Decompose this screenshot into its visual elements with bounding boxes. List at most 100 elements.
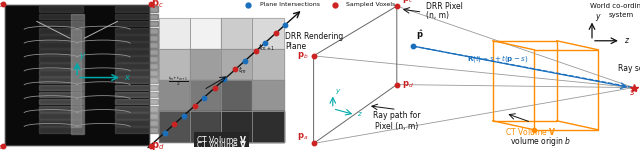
Bar <box>252 18 284 49</box>
Text: $y$: $y$ <box>335 87 342 96</box>
Bar <box>159 80 190 111</box>
Bar <box>221 80 252 111</box>
Bar <box>115 85 159 90</box>
Bar <box>40 6 83 12</box>
Text: $y$: $y$ <box>79 51 86 62</box>
Bar <box>40 85 83 90</box>
Bar <box>190 80 221 111</box>
Bar <box>252 111 284 142</box>
Bar <box>190 49 221 80</box>
Bar <box>159 18 190 49</box>
Bar <box>70 14 83 134</box>
Bar <box>115 56 159 62</box>
Bar <box>190 111 221 142</box>
Bar <box>221 111 284 142</box>
Bar <box>5 5 149 145</box>
Text: $\mathbf{p}_d$: $\mathbf{p}_d$ <box>151 140 164 151</box>
Bar <box>221 49 252 80</box>
Text: $t_m$: $t_m$ <box>239 65 247 76</box>
Text: $z$: $z$ <box>357 109 363 117</box>
Text: CT Volume $\mathbf{V}$: CT Volume $\mathbf{V}$ <box>196 134 247 145</box>
Bar <box>40 28 83 34</box>
Text: Ray source: Ray source <box>618 64 640 73</box>
Text: $x$: $x$ <box>124 73 132 82</box>
Bar <box>40 35 83 41</box>
Bar <box>159 111 190 142</box>
Text: $\mathbf{p}_d$: $\mathbf{p}_d$ <box>402 79 413 90</box>
Text: DRR Pixel: DRR Pixel <box>426 2 463 11</box>
Bar <box>190 49 221 80</box>
Bar <box>252 49 284 80</box>
Bar <box>159 80 190 111</box>
Bar <box>115 63 159 69</box>
Bar <box>252 18 284 49</box>
Bar <box>221 111 252 142</box>
Text: $\mathbf{p}_b$: $\mathbf{p}_b$ <box>0 0 3 10</box>
Text: $\mathbf{p}_c$: $\mathbf{p}_c$ <box>402 0 413 5</box>
Bar <box>115 113 159 119</box>
Bar <box>115 49 159 55</box>
Bar <box>115 92 159 97</box>
Text: Plane: Plane <box>285 42 306 51</box>
Bar <box>40 92 83 97</box>
Text: $z$: $z$ <box>624 36 630 45</box>
Bar <box>221 111 252 142</box>
Bar <box>115 99 159 104</box>
Bar <box>115 42 159 48</box>
Bar <box>221 18 252 49</box>
Text: $\mathbf{R}(t) = s + t(\mathbf{p} - s)$: $\mathbf{R}(t) = s + t(\mathbf{p} - s)$ <box>467 53 529 64</box>
Bar <box>115 35 159 41</box>
Bar <box>115 70 159 76</box>
Bar <box>190 18 221 49</box>
Bar <box>115 120 159 126</box>
Bar <box>221 80 252 111</box>
Text: volume origin $b$: volume origin $b$ <box>510 135 572 148</box>
Bar <box>221 18 252 49</box>
Bar <box>252 111 284 142</box>
Text: CT Volume $\mathbf{V}$: CT Volume $\mathbf{V}$ <box>506 126 557 137</box>
Bar <box>40 56 83 62</box>
Text: $\mathbf{p}_b$: $\mathbf{p}_b$ <box>297 50 308 61</box>
Bar <box>190 111 221 142</box>
Bar <box>40 49 83 55</box>
Bar <box>40 77 83 83</box>
Bar <box>40 21 83 26</box>
Bar <box>115 14 159 19</box>
Text: $\mathbf{\hat{p}}$: $\mathbf{\hat{p}}$ <box>416 29 424 42</box>
Bar <box>72 29 81 127</box>
Bar <box>252 80 284 111</box>
Text: (n, m): (n, m) <box>426 11 449 20</box>
Bar <box>115 6 159 12</box>
Text: Plane Intersections: Plane Intersections <box>260 2 320 7</box>
Bar <box>252 49 284 80</box>
Text: Sampled Voxels: Sampled Voxels <box>346 2 396 7</box>
Bar <box>40 120 83 126</box>
Bar <box>115 127 159 133</box>
Text: system: system <box>608 12 634 18</box>
Bar <box>221 49 252 80</box>
Bar <box>115 21 159 26</box>
Text: $s$: $s$ <box>629 88 636 97</box>
Bar <box>40 99 83 104</box>
Bar <box>40 63 83 69</box>
Text: $\frac{t_m{+}t_{m+1}}{2}$: $\frac{t_m{+}t_{m+1}}{2}$ <box>168 76 189 88</box>
Text: DRR Rendering: DRR Rendering <box>285 32 343 41</box>
Text: $t_{m+1}$: $t_{m+1}$ <box>259 42 276 53</box>
Text: Ray path for: Ray path for <box>373 111 420 120</box>
Bar <box>159 111 190 142</box>
Bar <box>159 49 190 80</box>
Bar <box>159 18 190 49</box>
Bar <box>159 49 190 80</box>
Bar <box>40 42 83 48</box>
Bar <box>40 127 83 133</box>
Text: Pixel (n, m): Pixel (n, m) <box>375 122 419 131</box>
Bar <box>40 70 83 76</box>
Bar <box>115 77 159 83</box>
Bar <box>40 14 83 19</box>
Text: $y$: $y$ <box>595 12 602 23</box>
Text: $\mathbf{p}_c$: $\mathbf{p}_c$ <box>151 0 164 10</box>
Text: CT Volume $\mathbf{V}$: CT Volume $\mathbf{V}$ <box>196 140 247 150</box>
Bar <box>221 111 284 142</box>
Bar <box>40 106 83 112</box>
Bar <box>252 80 284 111</box>
